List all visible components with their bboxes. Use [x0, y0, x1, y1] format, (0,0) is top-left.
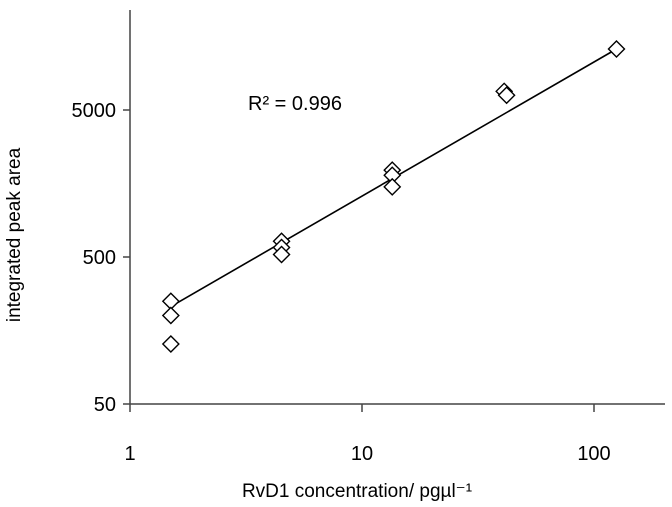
data-point-diamond — [161, 334, 180, 353]
x-axis-title: RvD1 concentration/ pgµl⁻¹ — [242, 481, 472, 502]
data-point-diamond — [272, 245, 291, 264]
axes — [123, 10, 665, 412]
y-tick-label: 50 — [94, 394, 116, 416]
tick-labels: 50 500 5000 1 10 100 — [72, 100, 611, 465]
data-point-diamond — [497, 86, 516, 105]
data-point-diamond — [607, 40, 626, 58]
data-point-diamond — [383, 177, 402, 196]
y-tick-label: 500 — [83, 247, 116, 269]
data-points — [161, 40, 626, 353]
data-point-diamond — [161, 306, 180, 325]
r-squared-annotation: R² = 0.996 — [248, 93, 342, 115]
y-axis-title: integrated peak area — [4, 147, 25, 322]
y-tick-label: 5000 — [72, 100, 117, 122]
x-tick-label: 1 — [124, 443, 135, 465]
x-tick-label: 100 — [577, 443, 610, 465]
x-tick-label: 10 — [351, 443, 373, 465]
